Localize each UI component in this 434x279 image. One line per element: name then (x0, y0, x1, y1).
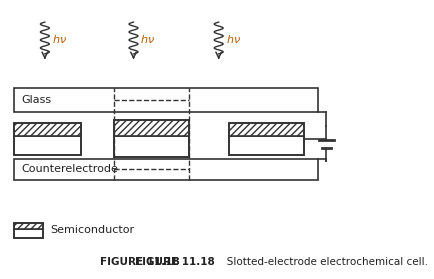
Bar (229, 123, 304, 136)
Bar (13, 123, 81, 136)
Bar (229, 136, 304, 155)
Bar (13, 223, 43, 237)
Text: FIGURE 11.18: FIGURE 11.18 (101, 257, 180, 266)
Bar (115, 120, 189, 157)
Text: Counterelectrode: Counterelectrode (22, 164, 118, 174)
Bar (13, 88, 318, 112)
Text: Semiconductor: Semiconductor (50, 225, 134, 235)
Bar (13, 123, 81, 155)
Text: FIGURE 11.18: FIGURE 11.18 (135, 257, 215, 266)
Text: Slotted-electrode electrochemical cell.: Slotted-electrode electrochemical cell. (217, 257, 428, 266)
Bar (13, 223, 43, 229)
Bar (229, 123, 304, 155)
Bar (115, 120, 189, 136)
Bar (13, 159, 318, 180)
Bar (13, 229, 43, 237)
Text: $h\nu$: $h\nu$ (52, 33, 67, 45)
Text: $h\nu$: $h\nu$ (141, 33, 155, 45)
Text: Glass: Glass (22, 95, 52, 105)
Text: $h\nu$: $h\nu$ (226, 33, 240, 45)
Bar (115, 136, 189, 157)
Text: FIGURE 11.18   Slotted-electrode electrochemical cell.: FIGURE 11.18 Slotted-electrode electroch… (101, 257, 383, 266)
Bar (13, 136, 81, 155)
